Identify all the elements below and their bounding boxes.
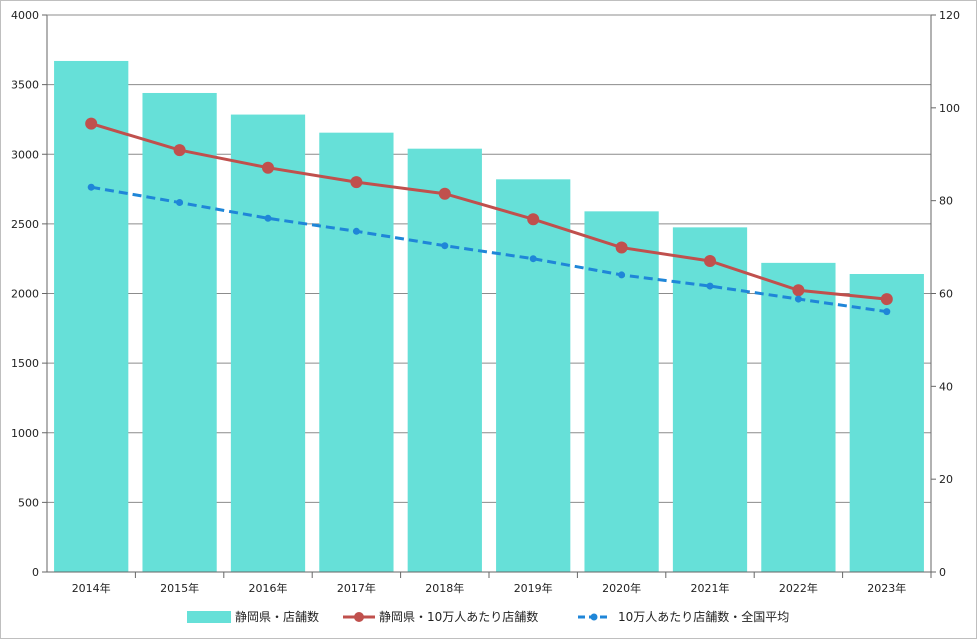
bar — [496, 179, 571, 572]
legend-label: 10万人あたり店舗数・全国平均 — [618, 609, 789, 624]
y-left-tick-label: 3500 — [11, 79, 39, 92]
legend-swatch-marker — [590, 613, 598, 621]
bar — [230, 114, 306, 572]
x-tick-label: 2018年 — [425, 581, 464, 595]
y-right-tick-label: 100 — [939, 102, 960, 115]
bar — [584, 211, 659, 572]
y-left-tick-label: 1500 — [11, 357, 39, 370]
y-right-tick-label: 80 — [939, 195, 953, 208]
y-right-tick-label: 60 — [939, 288, 953, 301]
series-point — [438, 187, 451, 200]
bar — [142, 92, 217, 572]
series-point — [618, 271, 626, 279]
x-tick-label: 2016年 — [249, 581, 288, 595]
legend-label: 静岡県・10万人あたり店舗数 — [379, 609, 538, 624]
y-right-tick-label: 40 — [939, 380, 953, 393]
y-right-tick-label: 120 — [939, 9, 960, 22]
series-point — [85, 117, 98, 130]
x-tick-label: 2015年 — [160, 581, 199, 595]
y-left-tick-label: 0 — [32, 566, 39, 579]
series-point — [87, 183, 95, 191]
series-point — [441, 242, 449, 250]
legend-swatch-marker — [354, 612, 364, 622]
y-left-tick-label: 4000 — [11, 9, 39, 22]
y-left-tick-label: 3000 — [11, 148, 39, 161]
series-point — [792, 284, 805, 297]
y-right-tick-label: 0 — [939, 566, 946, 579]
legend-label: 静岡県・店舗数 — [235, 609, 319, 624]
x-tick-label: 2017年 — [337, 581, 376, 595]
series-line — [90, 185, 888, 314]
series-point — [794, 295, 802, 303]
series-point — [262, 161, 274, 174]
y-left-tick-label: 2000 — [11, 288, 39, 301]
series-point — [880, 293, 893, 306]
axes: 0 500 1000 1500 2000 2500 3000 3500 4000 0 20 40 60 8… — [11, 9, 960, 595]
y-right-tick-label: 20 — [939, 473, 953, 486]
line-series — [85, 117, 893, 316]
y-left-tick-label: 2500 — [11, 218, 39, 231]
y-left-tick-label: 1000 — [11, 427, 39, 440]
series-point — [264, 214, 272, 222]
series-point — [883, 308, 891, 316]
x-tick-label: 2014年 — [72, 581, 111, 595]
series-point — [706, 282, 714, 290]
series-point — [615, 241, 628, 254]
series-point — [173, 144, 186, 157]
x-tick-label: 2020年 — [602, 581, 641, 595]
series-point — [527, 213, 540, 226]
bar — [672, 227, 748, 572]
bar — [54, 60, 129, 572]
bar-series — [54, 60, 924, 572]
x-tick-label: 2022年 — [779, 581, 818, 595]
series-point — [704, 255, 716, 268]
x-tick-label: 2019年 — [514, 581, 553, 595]
series-line — [90, 122, 887, 301]
series-point — [350, 176, 363, 189]
bar — [761, 262, 836, 572]
series-point — [529, 255, 537, 263]
bar — [849, 274, 924, 572]
bar — [407, 148, 482, 572]
y-left-tick-label: 500 — [18, 496, 39, 509]
x-tick-label: 2023年 — [867, 581, 906, 595]
series-point — [176, 199, 184, 207]
bar — [319, 132, 394, 572]
legend-swatch-bar — [187, 611, 231, 623]
x-tick-label: 2021年 — [691, 581, 730, 595]
series-point — [352, 227, 360, 235]
